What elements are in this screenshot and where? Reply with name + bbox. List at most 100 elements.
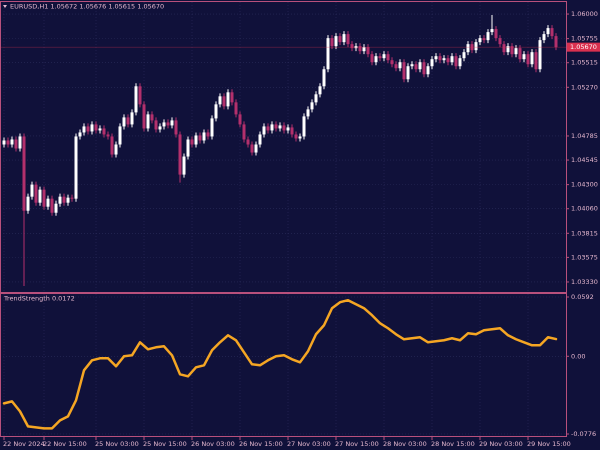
y-tick-label: 1.05515 <box>571 59 598 67</box>
candle-body <box>238 114 242 125</box>
candle-body <box>130 112 134 125</box>
candle-body <box>262 126 266 135</box>
candle-body <box>22 136 26 211</box>
candle-body <box>430 59 434 67</box>
candle-body <box>294 134 298 139</box>
candle-body <box>370 54 374 63</box>
candle-body <box>230 92 234 103</box>
x-tick-label: 22 Nov 2024 <box>3 440 45 448</box>
candle-body <box>274 124 278 129</box>
indicator-line <box>2 298 558 430</box>
candle-body <box>342 34 346 43</box>
candle-body <box>474 42 478 51</box>
candle-body <box>538 40 542 70</box>
candle-body <box>314 94 318 103</box>
candle-body <box>390 60 394 65</box>
candle-body <box>158 126 162 130</box>
candle-body <box>466 44 470 53</box>
x-tick-label: 28 Nov 15:00 <box>431 440 475 448</box>
candle-body <box>222 96 226 107</box>
y-tick-label: 1.03815 <box>571 229 598 237</box>
candle-body <box>106 134 110 137</box>
candle-body <box>10 139 14 145</box>
candle-body <box>374 56 378 63</box>
candle-body <box>398 62 402 69</box>
candle-body <box>514 48 518 55</box>
candle-body <box>206 132 210 137</box>
current-price-label: 1.05670 <box>570 43 597 51</box>
candle-body <box>382 54 386 59</box>
candle-body <box>322 69 326 87</box>
candle-body <box>142 104 146 129</box>
candle-body <box>194 135 198 145</box>
candle-body <box>290 127 294 135</box>
candle-body <box>178 134 182 175</box>
candle-body <box>90 124 94 132</box>
candle-body <box>146 114 150 129</box>
candle-body <box>162 122 166 127</box>
candle-body <box>310 102 314 110</box>
candle-body <box>278 125 282 129</box>
marks <box>0 15 566 430</box>
candle-body <box>378 56 382 59</box>
candle-body <box>386 54 390 61</box>
candle-body <box>102 128 106 135</box>
candle-body <box>14 139 18 149</box>
candle-body <box>286 127 290 131</box>
candle-body <box>418 62 422 70</box>
candle-body <box>266 126 270 131</box>
candle-body <box>114 144 118 155</box>
candle-body <box>58 196 62 204</box>
candle-body <box>362 47 366 52</box>
candle-body <box>70 197 74 199</box>
price-panel-frame <box>0 1 567 293</box>
candle-body <box>338 36 342 43</box>
symbol-menu-icon[interactable] <box>3 5 7 8</box>
candle-body <box>190 139 194 145</box>
candle-body <box>282 125 286 131</box>
candle-body <box>554 36 558 48</box>
candle-body <box>358 46 362 52</box>
y-tick-label: 1.04785 <box>571 132 598 140</box>
candle-body <box>478 38 482 43</box>
y-tick-label: 1.03575 <box>571 253 598 261</box>
y-tick-label: 1.04060 <box>571 205 598 213</box>
candle-body <box>210 118 214 137</box>
candle-body <box>38 189 42 203</box>
candle-body <box>306 109 310 117</box>
symbol-header: EURUSD,H1 1.05672 1.05676 1.05615 1.0567… <box>10 3 164 11</box>
candle-body <box>246 139 250 145</box>
indicator-panel-frame <box>0 293 567 437</box>
candle-body <box>214 104 218 119</box>
candle-body <box>182 156 186 175</box>
candle-body <box>86 126 90 132</box>
candle-body <box>154 120 158 130</box>
candle-body <box>250 144 254 153</box>
candle-body <box>166 122 170 126</box>
candle-body <box>226 92 230 107</box>
candle-body <box>54 203 58 213</box>
candle-body <box>62 196 66 203</box>
candle-body <box>438 56 442 61</box>
candle-body <box>510 46 514 55</box>
candle-body <box>78 132 82 137</box>
candle-body <box>406 66 410 80</box>
candle-body <box>98 128 102 131</box>
y-tick-label: 1.05270 <box>571 83 598 91</box>
candle-body <box>446 58 450 63</box>
candle-body <box>82 126 86 133</box>
candle-body <box>498 38 502 45</box>
candle-body <box>6 140 10 145</box>
indicator-title: TrendStrength 0.0172 <box>3 295 75 303</box>
candle-body <box>442 58 446 61</box>
x-tick-label: 29 Nov 03:00 <box>479 440 523 448</box>
candle-body <box>518 48 522 60</box>
candle-body <box>42 189 46 207</box>
candle-body <box>174 120 178 135</box>
y-tick-label: 0.00 <box>571 352 585 360</box>
x-tick-label: 27 Nov 15:00 <box>335 440 379 448</box>
candle-body <box>502 44 506 53</box>
